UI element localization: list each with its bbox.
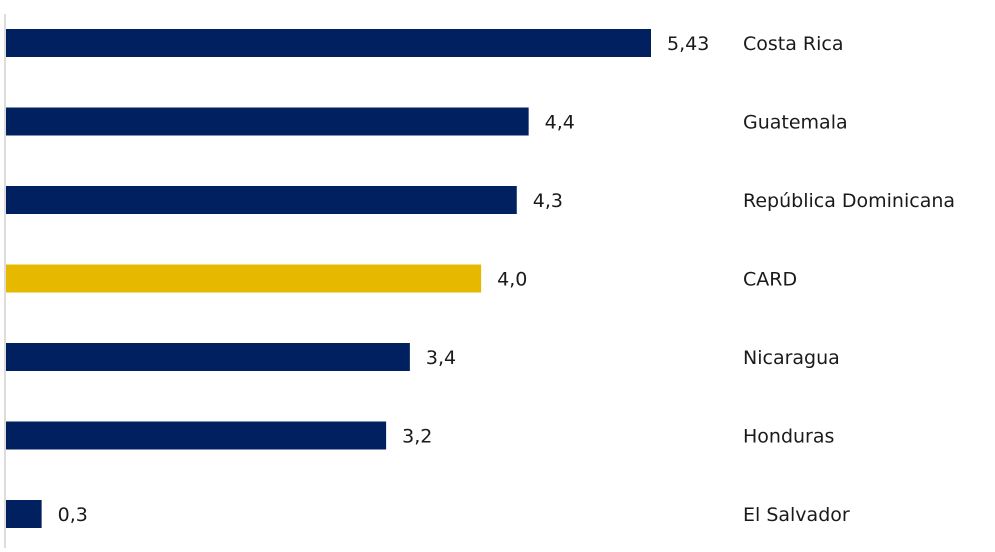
bar-6: [6, 500, 42, 528]
bar-3: [6, 264, 482, 293]
bar-0: [6, 29, 651, 57]
category-label-4: Nicaragua: [743, 347, 840, 369]
category-label-3: CARD: [743, 269, 797, 291]
value-label-6: 0,3: [58, 504, 88, 526]
category-label-2: República Dominicana: [743, 190, 955, 212]
value-label-1: 4,4: [545, 112, 575, 134]
category-label-1: Guatemala: [743, 112, 848, 134]
category-label-6: El Salvador: [743, 504, 850, 526]
category-label-5: Honduras: [743, 426, 834, 448]
category-labels-group: Costa Rica Guatemala República Dominicana C…: [743, 33, 955, 526]
value-label-0: 5,43: [667, 33, 709, 55]
bar-4: [6, 343, 410, 371]
bar-1: [6, 107, 529, 136]
value-labels-group: 5,43 4,4 4,3 4,0 3,4 3,2 0,3: [58, 33, 710, 526]
bars-group: [6, 29, 651, 528]
bar-2: [6, 186, 517, 214]
value-label-4: 3,4: [426, 347, 456, 369]
value-label-5: 3,2: [402, 426, 432, 448]
value-label-3: 4,0: [497, 269, 527, 291]
value-label-2: 4,3: [533, 190, 563, 212]
category-label-0: Costa Rica: [743, 33, 844, 55]
bar-5: [6, 421, 387, 450]
